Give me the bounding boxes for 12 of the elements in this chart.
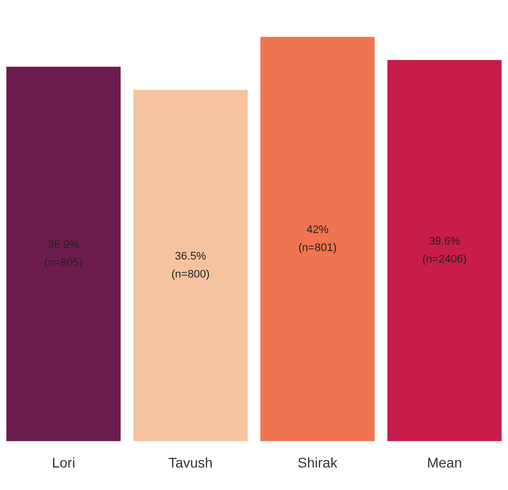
bar [387,60,502,442]
bar [133,90,248,442]
data-label: 39.6% (n=2406) [422,236,467,266]
bar [6,66,121,442]
x-tick-label: Shirak [298,454,338,470]
data-label: 42% (n=801) [298,224,337,254]
x-tick-label: Lori [52,454,76,470]
bar [260,36,375,442]
x-tick-label: Mean [426,454,462,470]
data-label: 36.5% (n=800) [171,250,210,281]
data-label: 38.9% (n=805) [44,238,83,269]
x-tick-label: Tavush [168,454,213,470]
